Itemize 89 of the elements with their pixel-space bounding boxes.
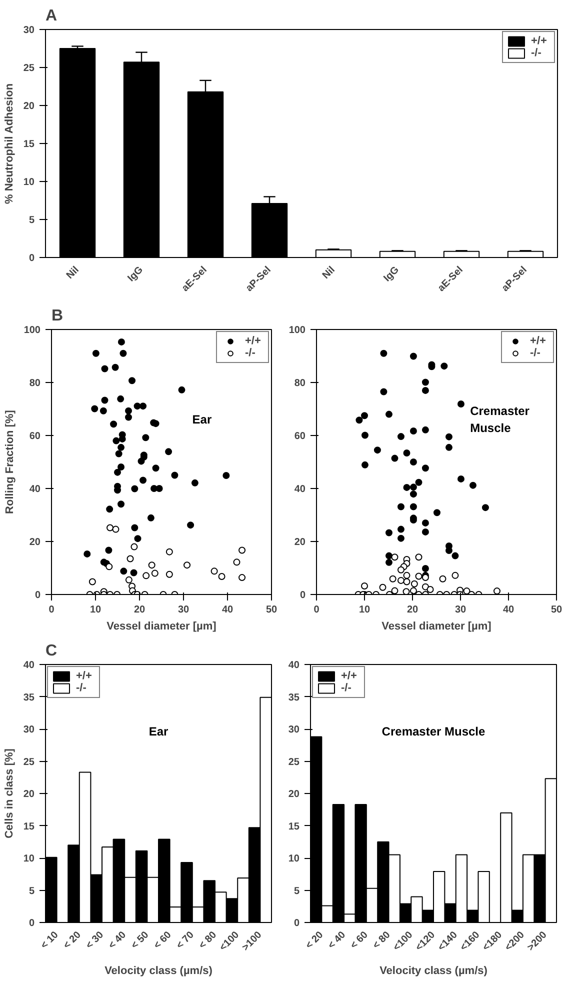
legend-label: -/- — [531, 47, 542, 59]
y-tick-label: 25 — [23, 756, 35, 768]
legend-label: +/+ — [530, 335, 547, 347]
legend-label: +/+ — [341, 670, 358, 682]
annotation: Ear — [148, 724, 169, 739]
x-tick-label: IgG — [382, 264, 402, 284]
y-tick-label: 0 — [28, 253, 35, 264]
y-tick-label: 40 — [23, 660, 35, 671]
y-tick-label: 10 — [288, 854, 300, 864]
x-tick-label: Nil — [320, 264, 338, 282]
legend-label: -/- — [76, 682, 88, 694]
y-tick-label: 30 — [23, 25, 35, 36]
y-tick-label: 5 — [28, 886, 35, 897]
y-tick-label: 30 — [288, 724, 300, 736]
y-tick-label: 15 — [23, 821, 35, 832]
y-tick-label: 15 — [23, 139, 35, 150]
x-tick-label: 30 — [454, 604, 466, 616]
y-tick-label: 35 — [288, 692, 300, 704]
y-tick-label: 20 — [23, 789, 35, 800]
legend-label: -/- — [245, 347, 256, 359]
y-tick-label: 25 — [288, 756, 300, 768]
y-tick-label: 60 — [294, 431, 306, 442]
y-tick-label: 0 — [28, 918, 35, 929]
x-tick-label: 0 — [48, 604, 55, 616]
y-tick-label: 80 — [29, 378, 41, 389]
x-tick-label: < 40 — [326, 929, 348, 952]
x-tick-label: < 50 — [129, 929, 152, 952]
x-tick-label: < 80 — [197, 929, 220, 952]
y-tick-label: 10 — [23, 177, 35, 188]
x-tick-label: < 10 — [38, 929, 61, 952]
x-tick-label: 10 — [90, 604, 102, 616]
x-tick-label: 20 — [406, 604, 418, 616]
y-tick-label: 10 — [23, 854, 35, 864]
x-tick-label: < 20 — [304, 929, 326, 952]
annotation: Cremaster Muscle — [382, 724, 486, 739]
y-tick-label: 5 — [28, 215, 35, 226]
chart-title: B — [52, 308, 64, 324]
x-tick-label: Nil — [64, 264, 82, 282]
y-tick-label: 100 — [24, 325, 41, 336]
y-tick-label: 15 — [288, 821, 300, 832]
y-tick-label: 20 — [23, 101, 35, 112]
y-tick-label: 80 — [294, 378, 306, 389]
legend-label: +/+ — [531, 35, 548, 47]
y-tick-label: 20 — [294, 537, 306, 548]
x-axis-title: Vessel diameter [µm] — [382, 620, 492, 632]
chart-title: C — [46, 642, 58, 660]
y-tick-label: 0 — [34, 590, 41, 601]
x-axis-title: Velocity class (µm/s) — [104, 965, 213, 978]
x-tick-label: 30 — [178, 604, 190, 616]
x-tick-label: IgG — [126, 264, 146, 284]
x-tick-label: 40 — [222, 604, 234, 616]
x-tick-label: < 40 — [106, 929, 129, 952]
y-tick-label: 0 — [294, 918, 300, 929]
y-axis-title: % Neutrophil Adhesion — [3, 83, 16, 204]
x-axis-title: Velocity class (µm/s) — [380, 965, 488, 978]
y-tick-label: 40 — [294, 484, 306, 495]
legend-label: +/+ — [245, 335, 262, 347]
y-tick-label: 5 — [294, 886, 300, 897]
x-tick-label: 0 — [314, 604, 320, 616]
y-tick-label: 40 — [29, 484, 41, 495]
y-tick-label: 40 — [288, 660, 300, 671]
x-axis-title: Vessel diameter [µm] — [106, 620, 217, 632]
y-axis-title: Rolling Fraction [%] — [4, 410, 16, 514]
x-tick-label: 20 — [134, 604, 146, 616]
y-axis-title: Cells in class [%] — [3, 748, 16, 838]
x-tick-label: < 20 — [62, 929, 84, 952]
legend-label: -/- — [530, 347, 542, 359]
x-tick-label: 50 — [550, 604, 562, 616]
chart-title: A — [46, 8, 58, 24]
y-tick-label: 60 — [29, 431, 41, 442]
y-tick-label: 25 — [23, 63, 35, 74]
annotation: Cremaster Muscle — [470, 404, 530, 435]
y-tick-label: 0 — [300, 590, 306, 601]
x-tick-label: < 60 — [152, 929, 174, 952]
legend-label: +/+ — [76, 670, 93, 682]
x-tick-label: 10 — [358, 604, 370, 616]
x-tick-label: < 70 — [174, 929, 197, 952]
y-tick-label: 100 — [288, 325, 306, 336]
y-tick-label: 20 — [288, 789, 300, 800]
y-tick-label: 35 — [23, 692, 35, 704]
annotation: Ear — [192, 412, 212, 427]
x-tick-label: < 30 — [84, 929, 106, 952]
x-tick-label: 40 — [502, 604, 514, 616]
x-tick-label: 50 — [266, 604, 278, 616]
y-tick-label: 30 — [23, 724, 35, 736]
x-tick-label: < 80 — [370, 929, 393, 952]
x-tick-label: < 60 — [348, 929, 371, 952]
y-tick-label: 20 — [29, 537, 41, 548]
legend-label: -/- — [341, 682, 352, 694]
